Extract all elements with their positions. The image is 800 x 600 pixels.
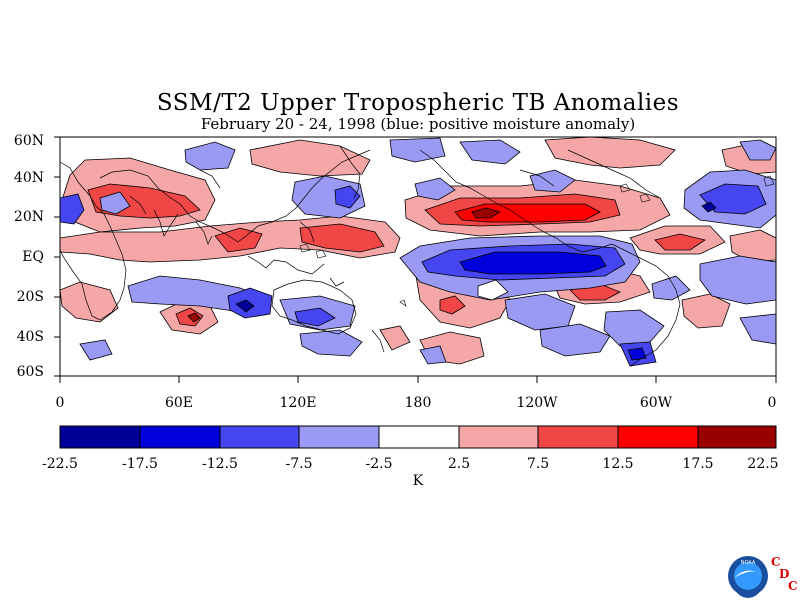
lon-label: 0 xyxy=(55,395,65,411)
anomaly-region xyxy=(544,137,676,169)
anomaly-region xyxy=(439,295,466,315)
cdc-letter: C xyxy=(788,579,798,593)
anomaly-region xyxy=(299,223,385,253)
anomaly-region xyxy=(701,201,717,213)
anomaly-region xyxy=(477,279,509,301)
colorbar-tick-label: -2.5 xyxy=(365,456,393,472)
anomaly-region xyxy=(60,193,85,225)
anomaly-region xyxy=(334,185,361,209)
anomaly-region xyxy=(294,307,336,327)
anomaly-region xyxy=(60,281,119,323)
colorbar-tick-label: 17.5 xyxy=(682,456,714,472)
anomaly-region xyxy=(414,177,456,201)
negative-anomaly-regions xyxy=(60,137,776,367)
anomaly-region xyxy=(699,255,776,305)
colorbar-tick-label: -17.5 xyxy=(122,456,158,472)
anomaly-region xyxy=(459,139,521,165)
lat-label: EQ xyxy=(22,249,44,265)
lat-label: 40S xyxy=(16,329,44,345)
lon-label: 120E xyxy=(279,395,317,411)
anomaly-region xyxy=(471,207,501,219)
anomaly-region xyxy=(379,325,411,351)
coastlines xyxy=(60,145,681,367)
anomaly-region xyxy=(214,227,263,253)
lat-label: 20S xyxy=(16,289,44,305)
anomaly-region xyxy=(651,275,691,301)
colorbar-tick-label: 12.5 xyxy=(602,456,634,472)
colorbar-swatch xyxy=(458,425,539,449)
anomaly-region xyxy=(739,313,776,345)
anomaly-region xyxy=(299,329,363,357)
map-title: SSM/T2 Upper Tropospheric TB Anomalies xyxy=(156,90,680,116)
colorbar-tick-label: -12.5 xyxy=(202,456,238,472)
colorbar-tick-label: 7.5 xyxy=(526,456,550,472)
colorbar-swatch xyxy=(378,425,460,449)
cdc-letter: C xyxy=(771,555,781,569)
map-subtitle: February 20 - 24, 1998 (blue: positive m… xyxy=(200,115,636,133)
colorbar-tick-label: 2.5 xyxy=(447,456,471,472)
anomaly-region xyxy=(389,137,446,163)
colorbar xyxy=(59,425,777,449)
lon-label: 120W xyxy=(516,395,558,411)
anomaly-region xyxy=(187,312,201,323)
anomaly-region xyxy=(539,323,611,357)
anomaly-region xyxy=(235,299,255,313)
lat-label: 40N xyxy=(13,170,44,186)
anomaly-region xyxy=(699,183,767,215)
colorbar-unit-label: K xyxy=(412,473,424,489)
colorbar-swatch xyxy=(697,425,777,449)
lon-label: 0 xyxy=(767,395,777,411)
noaa-logo-text: NOAA xyxy=(741,560,756,566)
noaa-logo-icon: NOAA xyxy=(728,556,768,598)
lat-label: 20N xyxy=(13,209,44,225)
colorbar-swatch xyxy=(537,425,619,449)
colorbar-swatch xyxy=(617,425,699,449)
cdc-letter: D xyxy=(779,567,790,581)
anomaly-region xyxy=(249,139,371,177)
anomaly-region xyxy=(184,141,236,171)
colorbar-tick-label: -22.5 xyxy=(42,456,78,472)
anomaly-region xyxy=(79,339,113,361)
anomaly-region xyxy=(681,293,731,329)
colorbar-swatch xyxy=(139,425,221,449)
anomaly-region xyxy=(627,347,647,361)
lat-label: 60N xyxy=(13,133,44,149)
lon-label: 60W xyxy=(639,395,673,411)
anomaly-region xyxy=(459,251,607,275)
lon-label: 180 xyxy=(404,395,432,411)
anomaly-region xyxy=(739,139,776,161)
lon-label: 60E xyxy=(164,395,194,411)
colorbar-swatch xyxy=(219,425,300,449)
island-fragments xyxy=(299,175,775,307)
anomaly-region xyxy=(729,229,776,263)
lat-label: 60S xyxy=(16,364,44,380)
anomaly-region xyxy=(529,169,576,193)
colorbar-swatch xyxy=(298,425,380,449)
anomaly-region xyxy=(654,233,706,251)
colorbar-tick-label: -7.5 xyxy=(285,456,313,472)
axis-ticks xyxy=(54,136,777,383)
anomaly-region xyxy=(99,191,131,215)
colorbar-tick-label: 22.5 xyxy=(747,456,779,472)
colorbar-swatch xyxy=(59,425,141,449)
anomaly-region xyxy=(419,345,447,365)
